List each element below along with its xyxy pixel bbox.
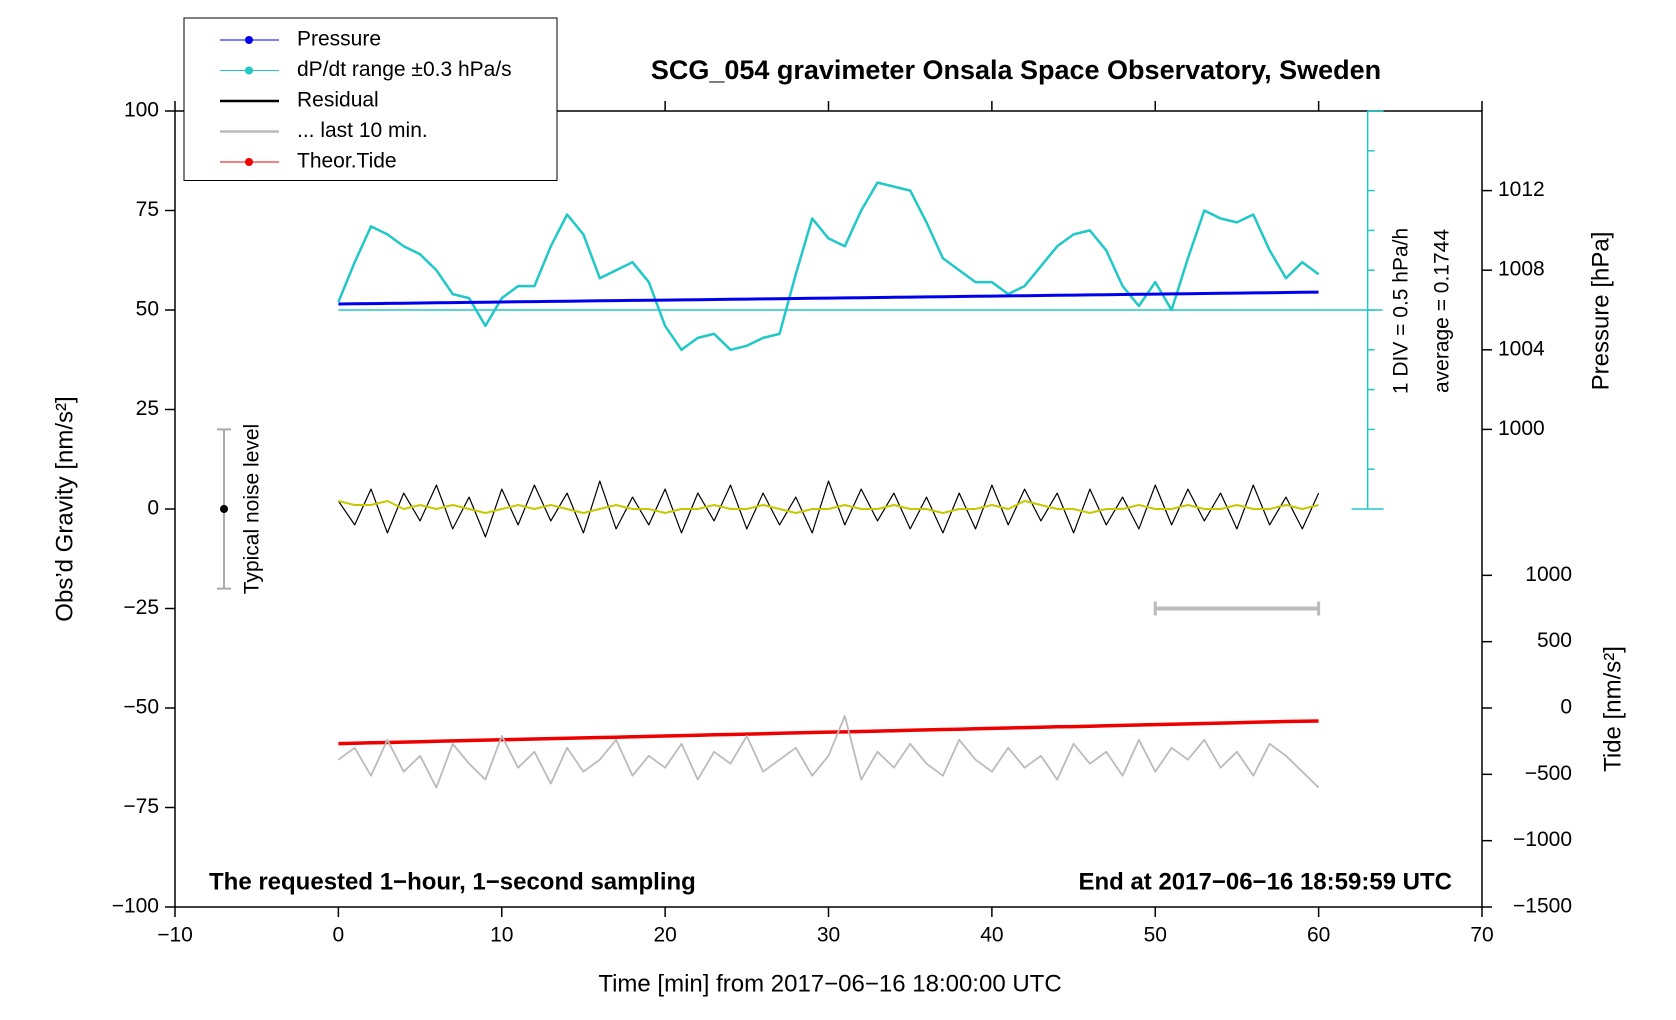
y3-axis-label: Tide [nm/s²]	[1599, 646, 1626, 772]
x-axis-label: Time [min] from 2017−06−16 18:00:00 UTC	[598, 970, 1061, 997]
y2-tick-label: 1000	[1498, 417, 1545, 440]
x-tick-label: 10	[490, 924, 513, 947]
series-line	[338, 290, 1319, 306]
legend-label: ... last 10 min.	[297, 119, 428, 142]
series-line	[338, 500, 1319, 514]
legend-label: dP/dt range ±0.3 hPa/s	[297, 58, 512, 81]
y-tick-label: −50	[123, 696, 159, 719]
legend-box	[183, 17, 558, 181]
series-line	[337, 715, 1320, 789]
y3-tick-label: −1500	[1513, 895, 1572, 918]
legend-marker	[245, 66, 253, 75]
noise-bar-point	[220, 505, 229, 513]
y3-tick-label: 500	[1537, 629, 1572, 652]
annotation: End at 2017−06−16 18:59:59 UTC	[1078, 868, 1452, 895]
y2-tick-label: 1004	[1498, 337, 1545, 360]
x-tick-label: 0	[333, 924, 345, 947]
annotation: average = 0.1744	[1431, 229, 1454, 393]
y3-tick-label: 1000	[1525, 563, 1572, 586]
y3-tick-label: −500	[1525, 762, 1572, 785]
series-line	[337, 181, 1320, 352]
legend-marker	[245, 158, 253, 166]
y-tick-label: 50	[136, 298, 159, 321]
y2-tick-label: 1008	[1498, 258, 1545, 281]
y-axis-label: Obs’d Gravity [nm/s²]	[51, 396, 78, 621]
y-tick-label: 75	[136, 198, 159, 221]
annotation: 1 DIV = 0.5 hPa/h	[1390, 228, 1413, 394]
series-line	[338, 719, 1319, 746]
annotation: Typical noise level	[241, 424, 264, 594]
x-tick-label: 50	[1144, 924, 1167, 947]
legend-label: Residual	[297, 89, 379, 112]
chart-title: SCG_054 gravimeter Onsala Space Observat…	[651, 55, 1381, 85]
y-tick-label: −75	[123, 795, 159, 818]
y2-axis-label: Pressure [hPa]	[1587, 232, 1614, 391]
x-tick-label: 70	[1470, 924, 1493, 947]
legend-label: Pressure	[297, 28, 381, 51]
annotation: The requested 1−hour, 1−second sampling	[209, 868, 696, 895]
y-tick-label: −100	[112, 895, 159, 918]
y3-tick-label: −1000	[1513, 828, 1572, 851]
legend: Pressure dP/dt range ±0.3 hPa/s Residual..…	[183, 17, 558, 181]
y-tick-label: 100	[124, 99, 159, 122]
legend-marker	[245, 36, 253, 44]
y3-tick-label: 0	[1560, 696, 1572, 719]
x-tick-label: −10	[157, 924, 193, 947]
x-tick-label: 20	[653, 924, 676, 947]
y-tick-label: −25	[123, 596, 159, 619]
y-tick-label: 0	[147, 497, 159, 520]
legend-label: Theor.Tide	[297, 150, 397, 173]
x-tick-label: 60	[1307, 924, 1330, 947]
y-tick-label: 25	[136, 397, 159, 420]
x-tick-label: 30	[817, 924, 840, 947]
series-line	[337, 480, 1320, 538]
y2-tick-label: 1012	[1498, 178, 1545, 201]
x-tick-label: 40	[980, 924, 1003, 947]
